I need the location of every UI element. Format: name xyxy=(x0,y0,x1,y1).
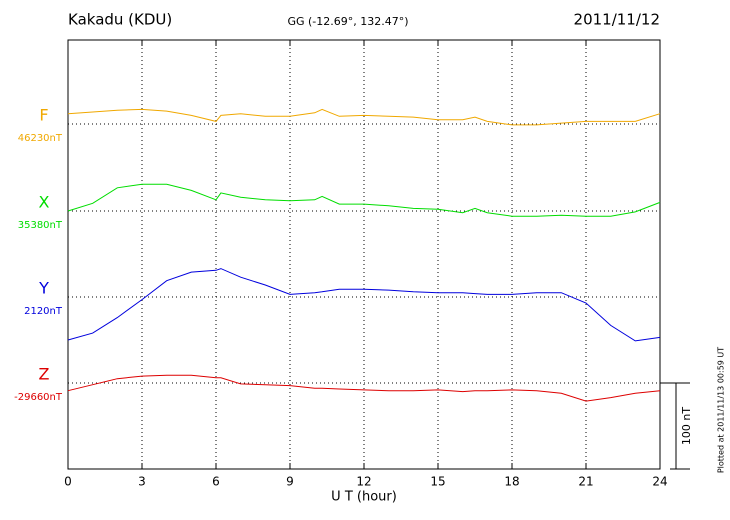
trace xyxy=(67,108,661,126)
series-name: Z xyxy=(39,365,50,384)
series-name: Y xyxy=(38,279,49,298)
baseline-label: 35380nT xyxy=(18,220,63,231)
x-tick-label: 3 xyxy=(138,475,146,489)
baseline-label: -29660nT xyxy=(14,392,63,403)
series-name: X xyxy=(39,193,50,212)
chart-date: 2011/11/12 xyxy=(574,11,660,29)
trace xyxy=(67,268,661,342)
footnote: Plotted at 2011/11/13 00:59 UT xyxy=(717,347,726,473)
baseline-label: 2120nT xyxy=(24,306,63,317)
scale-bar-label: 100 nT xyxy=(680,407,693,445)
x-tick-label: 6 xyxy=(212,475,220,489)
baseline-label: 46230nT xyxy=(18,133,63,144)
x-tick-label: 12 xyxy=(356,475,371,489)
x-tick-label: 24 xyxy=(652,475,667,489)
x-tick-label: 18 xyxy=(504,475,519,489)
trace xyxy=(67,183,661,217)
x-tick-label: 21 xyxy=(578,475,593,489)
x-axis-label: U T (hour) xyxy=(331,490,397,505)
chart-subtitle: GG (-12.69°, 132.47°) xyxy=(287,15,408,28)
chart-title: Kakadu (KDU) xyxy=(68,11,172,29)
x-tick-label: 9 xyxy=(286,475,294,489)
x-tick-label: 15 xyxy=(430,475,445,489)
trace xyxy=(67,374,661,402)
series-name: F xyxy=(39,106,48,125)
x-tick-label: 0 xyxy=(64,475,72,489)
